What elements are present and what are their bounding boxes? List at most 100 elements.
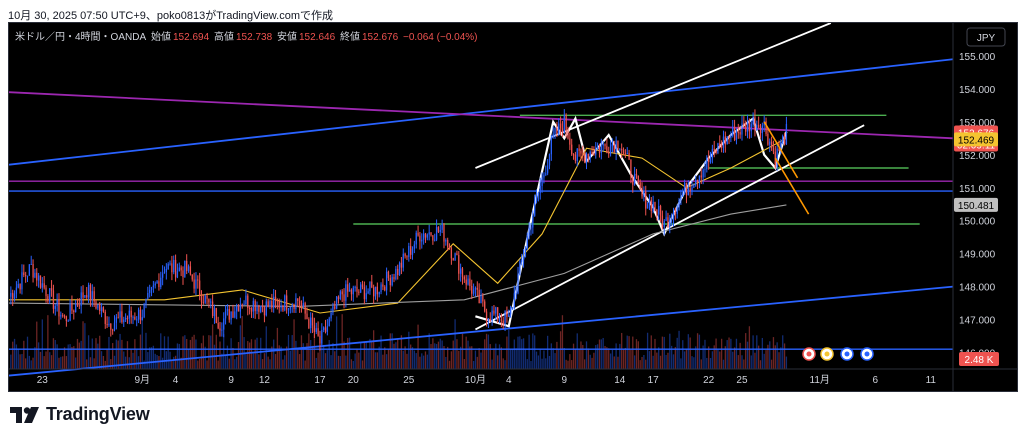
- candle-body: [65, 316, 68, 322]
- candle-body: [487, 318, 490, 321]
- volume-bar: [517, 336, 519, 369]
- candle-body: [445, 240, 447, 242]
- candle-body: [506, 310, 508, 317]
- volume-bar: [724, 346, 726, 369]
- volume-bar: [62, 356, 64, 369]
- volume-bar: [448, 360, 451, 369]
- volume-bar: [115, 339, 118, 369]
- volume-bar: [334, 351, 336, 369]
- volume-bar: [589, 354, 591, 369]
- volume-bar: [260, 337, 262, 369]
- volume-bar: [689, 337, 691, 369]
- candle-body: [593, 154, 595, 156]
- candle-body: [482, 295, 484, 302]
- volume-bar: [491, 359, 493, 369]
- candle-body: [89, 284, 92, 301]
- volume-bar: [93, 358, 95, 369]
- volume-bar: [593, 352, 595, 369]
- candle-body: [746, 121, 749, 132]
- volume-bar: [56, 344, 58, 369]
- volume-bar: [452, 340, 454, 369]
- volume-bar: [434, 343, 436, 369]
- volume-bar: [89, 357, 92, 369]
- tradingview-logo[interactable]: TradingView: [10, 404, 150, 425]
- candle-body: [252, 300, 254, 312]
- legend-high-label: 高値: [214, 30, 234, 43]
- candle-body: [713, 148, 715, 151]
- volume-bar: [535, 351, 538, 369]
- volume-bar: [217, 360, 219, 369]
- candle-body: [354, 286, 356, 288]
- candle-body: [248, 308, 251, 310]
- volume-bar: [67, 344, 69, 369]
- candle-body: [360, 284, 362, 293]
- candle-body: [778, 148, 780, 151]
- candle-body: [517, 274, 519, 294]
- candle-body: [493, 310, 495, 314]
- candle-body: [563, 114, 565, 133]
- price-tick-label: 148.000: [959, 283, 996, 294]
- candle-body: [186, 260, 188, 271]
- candle-body: [498, 319, 501, 321]
- volume-bar: [285, 346, 288, 369]
- chart-frame[interactable]: 米ドル／円・4時間・OANDA 始値 152.694 高値 152.738 安値…: [8, 22, 1018, 392]
- candle-body: [223, 318, 225, 330]
- volume-bar: [717, 348, 719, 369]
- volume-bar: [374, 352, 377, 369]
- candle-body: [174, 259, 177, 278]
- candle-body: [478, 289, 480, 304]
- volume-bar: [467, 340, 469, 369]
- volume-bar: [426, 354, 428, 369]
- candle-body: [150, 287, 153, 290]
- volume-bar: [224, 354, 227, 369]
- volume-bar: [476, 356, 478, 369]
- price-chart[interactable]: 米ドル／円・4時間・OANDA 始値 152.694 高値 152.738 安値…: [9, 23, 1017, 391]
- volume-bar: [237, 341, 240, 369]
- currency-button[interactable]: [966, 27, 1006, 47]
- candle-body: [748, 121, 751, 132]
- candle-body: [313, 325, 316, 332]
- candle-body: [311, 317, 314, 326]
- candle-body: [217, 323, 219, 329]
- volume-bar: [280, 346, 282, 369]
- candle-body: [265, 301, 267, 316]
- candle-body: [511, 307, 514, 309]
- volume-bar: [415, 353, 417, 369]
- candle-body: [672, 212, 675, 219]
- candle-body: [121, 311, 123, 323]
- candle-body: [224, 311, 227, 319]
- volume-bar: [763, 353, 765, 369]
- candle-body: [273, 296, 275, 308]
- candle-body: [622, 150, 625, 153]
- volume-bar: [591, 357, 593, 369]
- volume-bar: [626, 335, 628, 369]
- price-label-text: 152.469: [958, 135, 995, 146]
- candle-body: [43, 283, 45, 288]
- volume-bar: [184, 335, 186, 369]
- volume-bar: [402, 350, 404, 369]
- candle-body: [380, 284, 382, 293]
- volume-bar: [54, 339, 56, 369]
- volume-label-text: 2.48 K: [965, 355, 994, 366]
- volume-bar: [60, 356, 62, 369]
- volume-bar: [556, 341, 558, 369]
- candle-body: [347, 284, 349, 292]
- volume-bar: [685, 348, 688, 369]
- volume-bar: [632, 336, 634, 369]
- candle-body: [709, 158, 712, 163]
- candle-body: [761, 125, 763, 134]
- candle-body: [689, 188, 691, 191]
- volume-bar: [646, 332, 649, 369]
- candle-body: [324, 327, 327, 332]
- volume-bar: [149, 347, 151, 369]
- volume-bar: [733, 347, 736, 369]
- volume-bar: [506, 336, 508, 369]
- candle-body: [295, 298, 297, 310]
- volume-bar: [261, 359, 264, 369]
- candle-body: [297, 298, 299, 301]
- volume-bar: [698, 334, 701, 369]
- candle-body: [176, 271, 179, 278]
- trend-lines: [9, 23, 954, 377]
- candle-body: [128, 310, 130, 319]
- candle-body: [269, 300, 271, 307]
